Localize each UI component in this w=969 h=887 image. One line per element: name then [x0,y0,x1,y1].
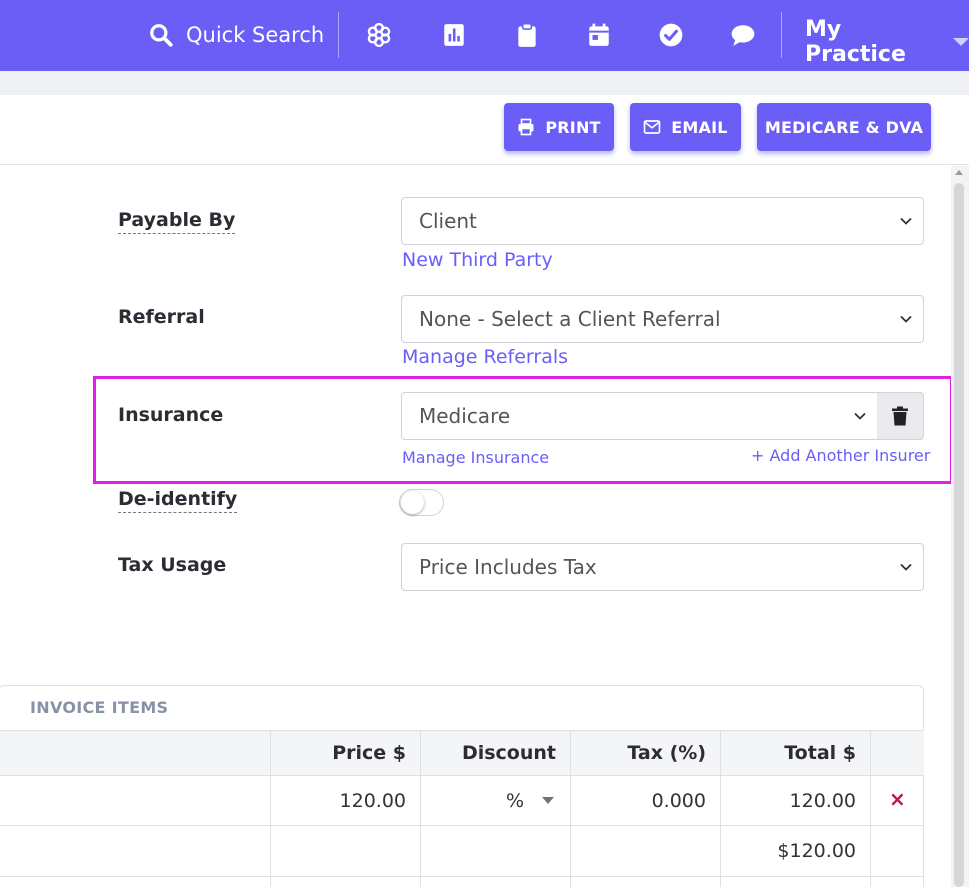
trash-icon [892,406,908,426]
nav-divider [781,12,782,58]
manage-referrals-link[interactable]: Manage Referrals [402,346,569,368]
page-gap [0,71,969,95]
payable-by-value: Client [419,209,477,233]
action-toolbar: PRINT EMAIL MEDICARE & DVA [0,95,969,165]
caret-down-icon [542,797,554,804]
scrollbar-thumb[interactable] [954,183,964,887]
delete-row-icon[interactable]: × [889,787,906,811]
column-header-tax: Tax (%) [627,742,706,764]
toggle-knob [401,491,424,514]
column-divider [870,730,871,887]
flower-icon[interactable] [364,20,394,50]
printer-icon [518,118,534,136]
nav-divider [338,12,339,58]
column-divider [270,730,271,887]
print-label: PRINT [545,117,601,137]
tax-usage-value: Price Includes Tax [419,555,597,579]
new-third-party-link[interactable]: New Third Party [402,249,553,271]
check-circle-icon[interactable] [656,20,686,50]
column-header-discount: Discount [461,742,556,764]
email-button[interactable]: EMAIL [630,103,741,151]
price-cell[interactable]: 120.00 [339,790,406,812]
deidentify-label: De-identify [118,488,238,513]
quick-search-label: Quick Search [186,23,325,47]
top-nav-bar: Quick Search My Practice [0,0,969,71]
medicare-dva-button[interactable]: MEDICARE & DVA [757,103,931,151]
referral-label: Referral [118,306,205,328]
chevron-down-icon [854,412,866,420]
row-divider [0,825,924,826]
calendar-icon[interactable] [584,20,614,50]
column-divider [420,730,421,887]
column-divider [720,730,721,887]
chat-icon[interactable] [728,20,758,50]
manage-insurance-link[interactable]: Manage Insurance [402,448,550,467]
tax-usage-select[interactable]: Price Includes Tax [401,543,924,591]
insurance-value: Medicare [419,404,511,428]
row-divider [0,876,924,877]
chevron-down-icon [900,563,912,571]
discount-type-select[interactable]: % [505,790,524,812]
chevron-down-icon [900,315,912,323]
print-button[interactable]: PRINT [504,103,614,151]
payable-by-select[interactable]: Client [401,197,924,245]
referral-select[interactable]: None - Select a Client Referral [401,295,924,343]
search-icon [150,24,173,47]
email-label: EMAIL [671,117,728,137]
quick-search[interactable]: Quick Search [148,18,324,52]
referral-value: None - Select a Client Referral [419,307,721,331]
envelope-icon [643,120,661,134]
payable-by-label: Payable By [118,209,236,234]
tax-cell[interactable]: 0.000 [651,790,706,812]
insurance-select[interactable]: Medicare [401,392,878,440]
column-header-total: Total $ [784,742,856,764]
scroll-up-arrow[interactable] [955,170,963,175]
column-header-price: Price $ [332,742,406,764]
invoice-items-panel [0,685,924,887]
add-another-insurer-link[interactable]: + Add Another Insurer [751,446,931,465]
chevron-down-icon [900,217,912,225]
invoice-table-header [0,730,924,776]
practice-label: My Practice [805,17,906,67]
deidentify-toggle[interactable] [399,489,444,516]
bar-chart-icon[interactable] [439,20,469,50]
column-divider [570,730,571,887]
caret-down-icon [953,38,969,46]
insurance-label: Insurance [118,404,224,426]
tax-usage-label: Tax Usage [118,554,227,576]
total-cell: 120.00 [789,790,856,812]
invoice-items-title: INVOICE ITEMS [30,698,169,717]
clipboard-icon[interactable] [512,20,542,50]
grand-total: $120.00 [777,840,856,862]
delete-insurer-button[interactable] [877,392,924,440]
medicare-dva-label: MEDICARE & DVA [764,117,924,137]
practice-menu[interactable]: My Practice [805,17,969,67]
